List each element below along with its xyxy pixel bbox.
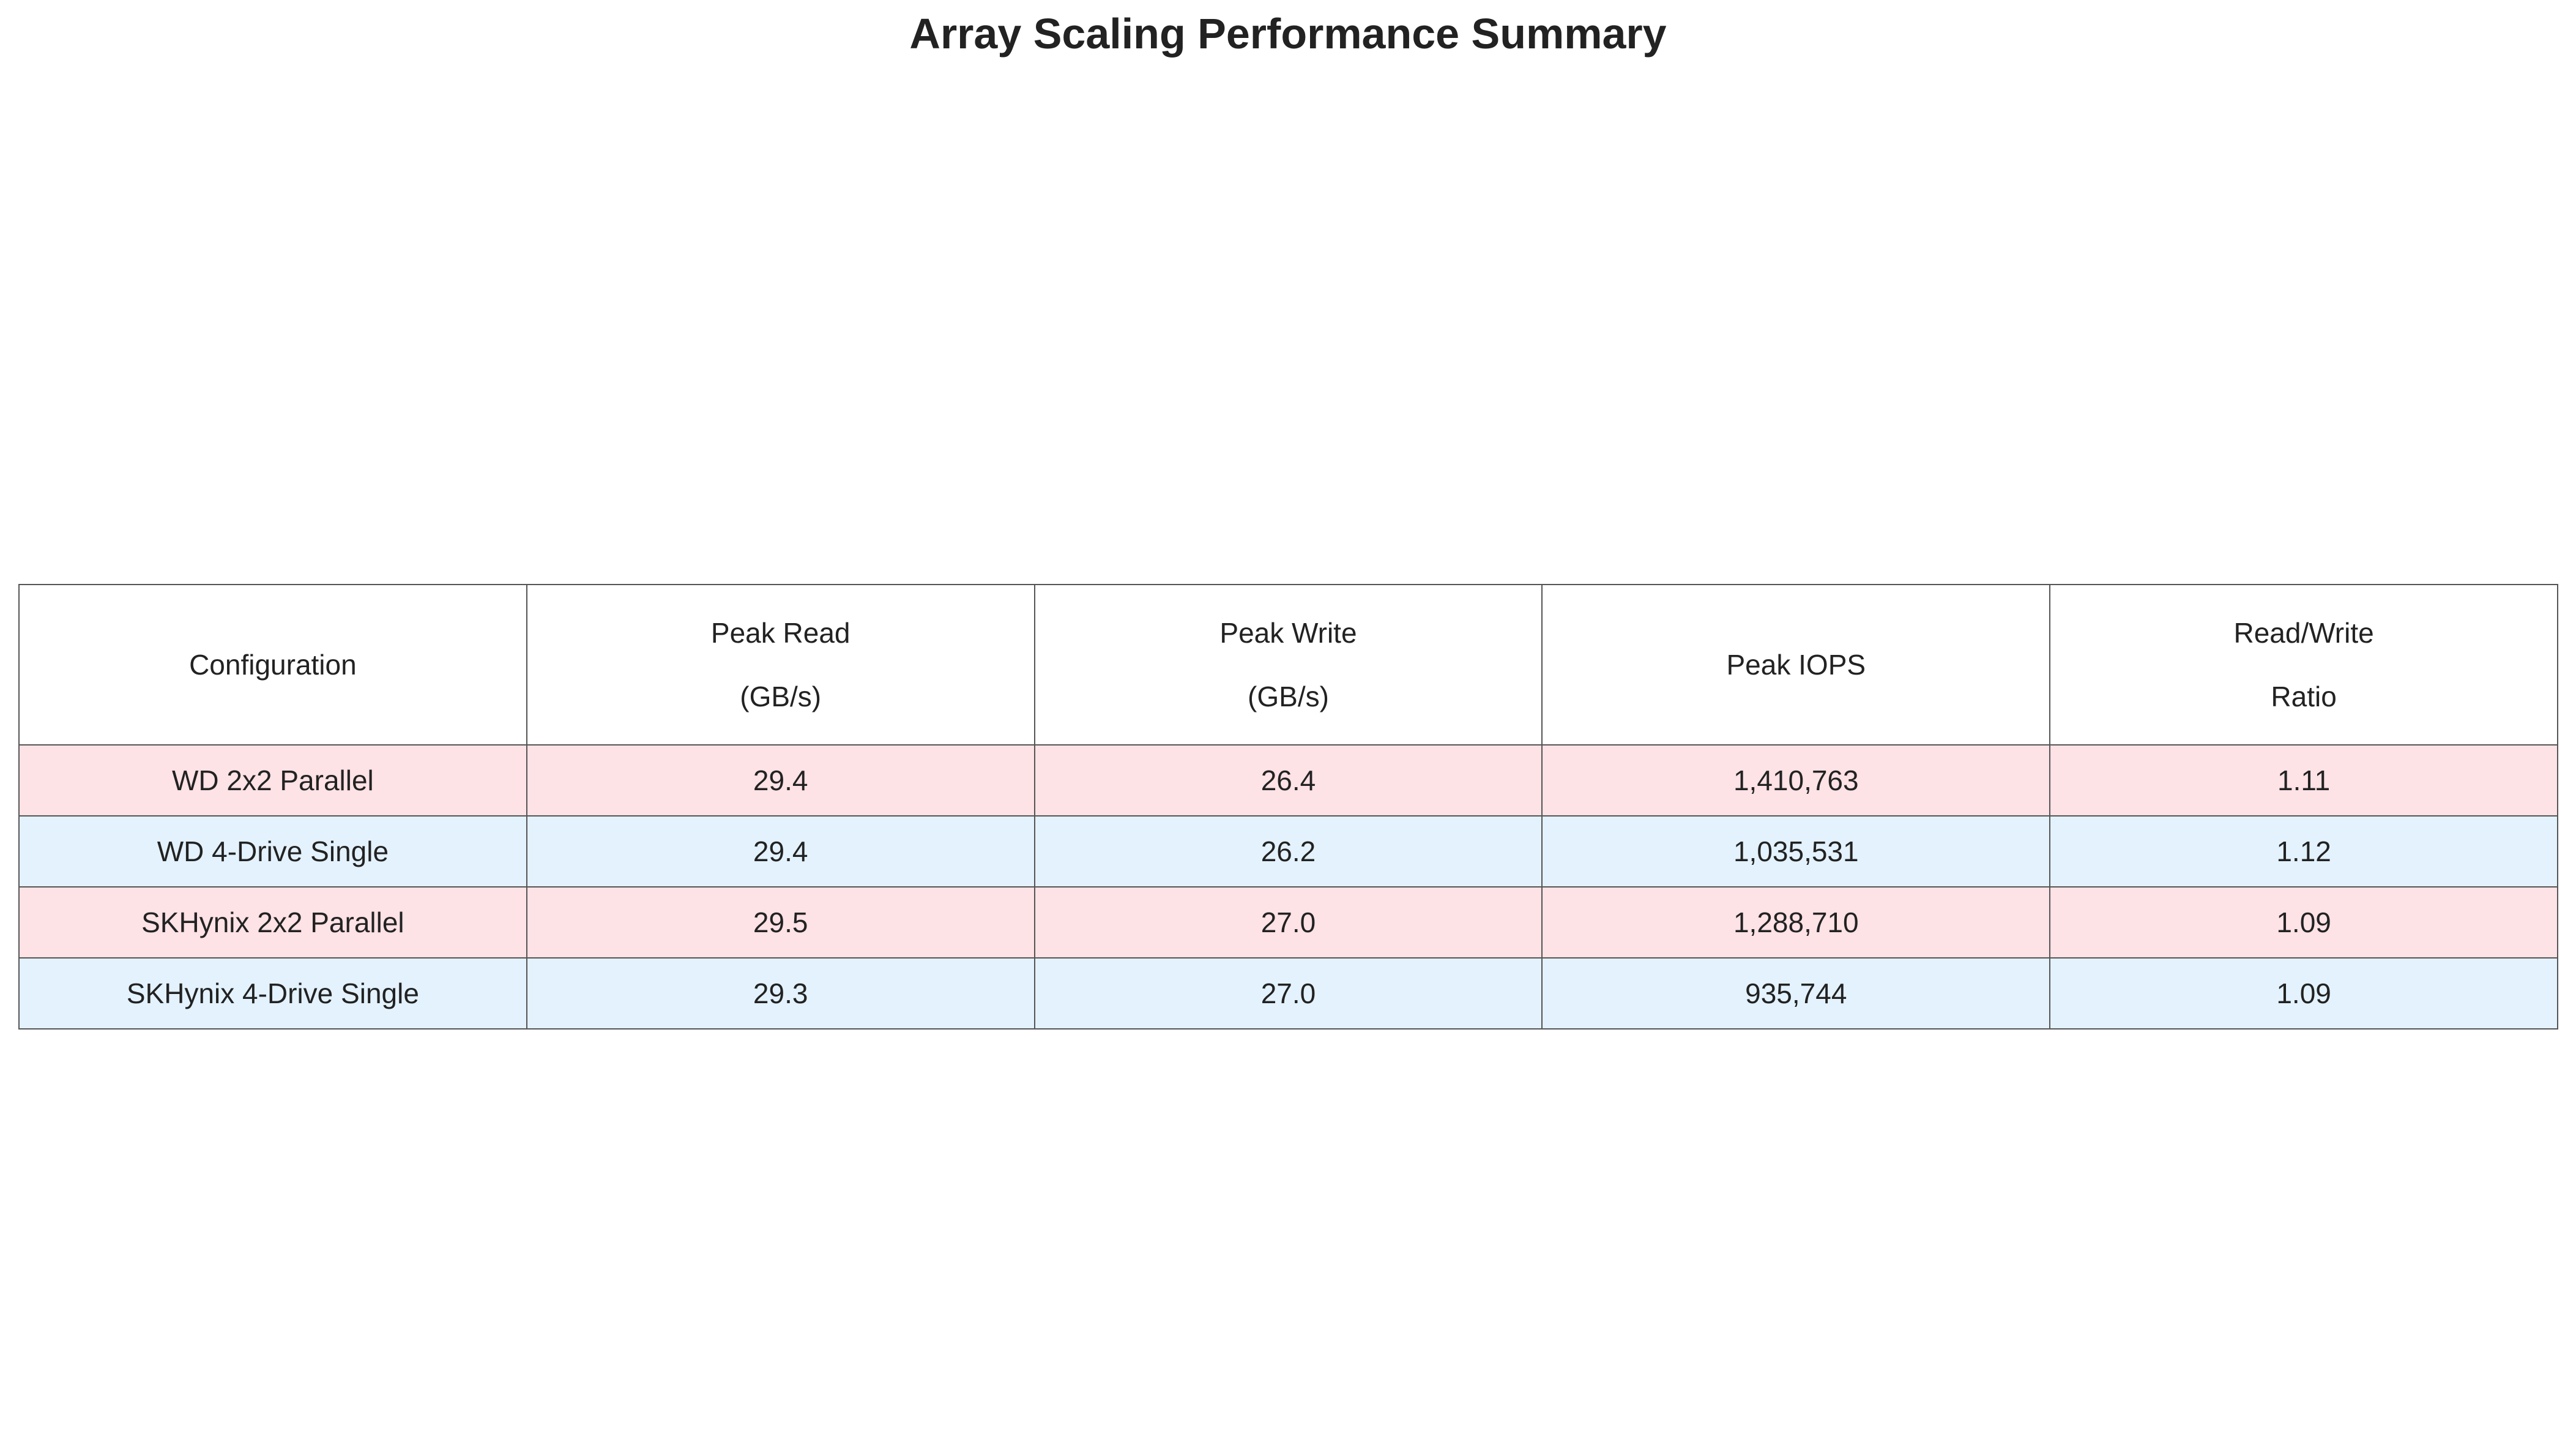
cell-peak-iops: 1,288,710 bbox=[1541, 886, 2051, 959]
cell-peak-iops: 1,035,531 bbox=[1541, 815, 2051, 888]
header-peak-read-line-1: Peak Read bbox=[710, 617, 851, 649]
header-peak-iops: Peak IOPS bbox=[1541, 584, 2051, 746]
cell-peak-iops: 1,410,763 bbox=[1541, 744, 2051, 817]
cell-configuration: WD 2x2 Parallel bbox=[18, 744, 527, 817]
cell-peak-iops: 935,744 bbox=[1541, 957, 2051, 1030]
table-row: WD 2x2 Parallel 29.4 26.4 1,410,763 1.11 bbox=[18, 744, 2558, 817]
header-peak-write-line-2: (GB/s) bbox=[1248, 681, 1329, 712]
cell-peak-read: 29.5 bbox=[526, 886, 1035, 959]
cell-peak-write: 27.0 bbox=[1033, 886, 1543, 959]
cell-peak-read: 29.4 bbox=[526, 815, 1035, 888]
header-read-write-ratio-line-2: Ratio bbox=[2271, 681, 2337, 712]
cell-peak-read: 29.3 bbox=[526, 957, 1035, 1030]
cell-configuration: WD 4-Drive Single bbox=[18, 815, 527, 888]
header-peak-iops-line-1: Peak IOPS bbox=[1726, 649, 1866, 681]
table-row: SKHynix 2x2 Parallel 29.5 27.0 1,288,710… bbox=[18, 886, 2558, 959]
cell-peak-read: 29.4 bbox=[526, 744, 1035, 817]
chart-title: Array Scaling Performance Summary bbox=[909, 10, 1667, 58]
header-peak-read-line-2: (GB/s) bbox=[740, 681, 822, 712]
table-header: Configuration Peak Read (GB/s) Peak Writ… bbox=[18, 584, 2558, 746]
header-peak-write-line-1: Peak Write bbox=[1219, 617, 1357, 649]
header-read-write-ratio: Read/Write Ratio bbox=[2049, 584, 2558, 746]
table-row: WD 4-Drive Single 29.4 26.2 1,035,531 1.… bbox=[18, 815, 2558, 888]
table-row: SKHynix 4-Drive Single 29.3 27.0 935,744… bbox=[18, 957, 2558, 1030]
cell-read-write-ratio: 1.09 bbox=[2049, 957, 2558, 1030]
header-peak-write: Peak Write (GB/s) bbox=[1033, 584, 1543, 746]
header-row: Configuration Peak Read (GB/s) Peak Writ… bbox=[18, 584, 2558, 746]
header-peak-read: Peak Read (GB/s) bbox=[526, 584, 1035, 746]
cell-peak-write: 26.2 bbox=[1033, 815, 1543, 888]
cell-read-write-ratio: 1.11 bbox=[2049, 744, 2558, 817]
cell-peak-write: 26.4 bbox=[1033, 744, 1543, 817]
cell-read-write-ratio: 1.12 bbox=[2049, 815, 2558, 888]
header-read-write-ratio-line-1: Read/Write bbox=[2233, 617, 2374, 649]
header-configuration: Configuration bbox=[18, 584, 527, 746]
cell-read-write-ratio: 1.09 bbox=[2049, 886, 2558, 959]
cell-configuration: SKHynix 2x2 Parallel bbox=[18, 886, 527, 959]
performance-summary-table: Configuration Peak Read (GB/s) Peak Writ… bbox=[18, 584, 2558, 1030]
cell-configuration: SKHynix 4-Drive Single bbox=[18, 957, 527, 1030]
cell-peak-write: 27.0 bbox=[1033, 957, 1543, 1030]
header-configuration-line-1: Configuration bbox=[189, 649, 357, 681]
table-body: WD 2x2 Parallel 29.4 26.4 1,410,763 1.11… bbox=[18, 744, 2558, 1030]
